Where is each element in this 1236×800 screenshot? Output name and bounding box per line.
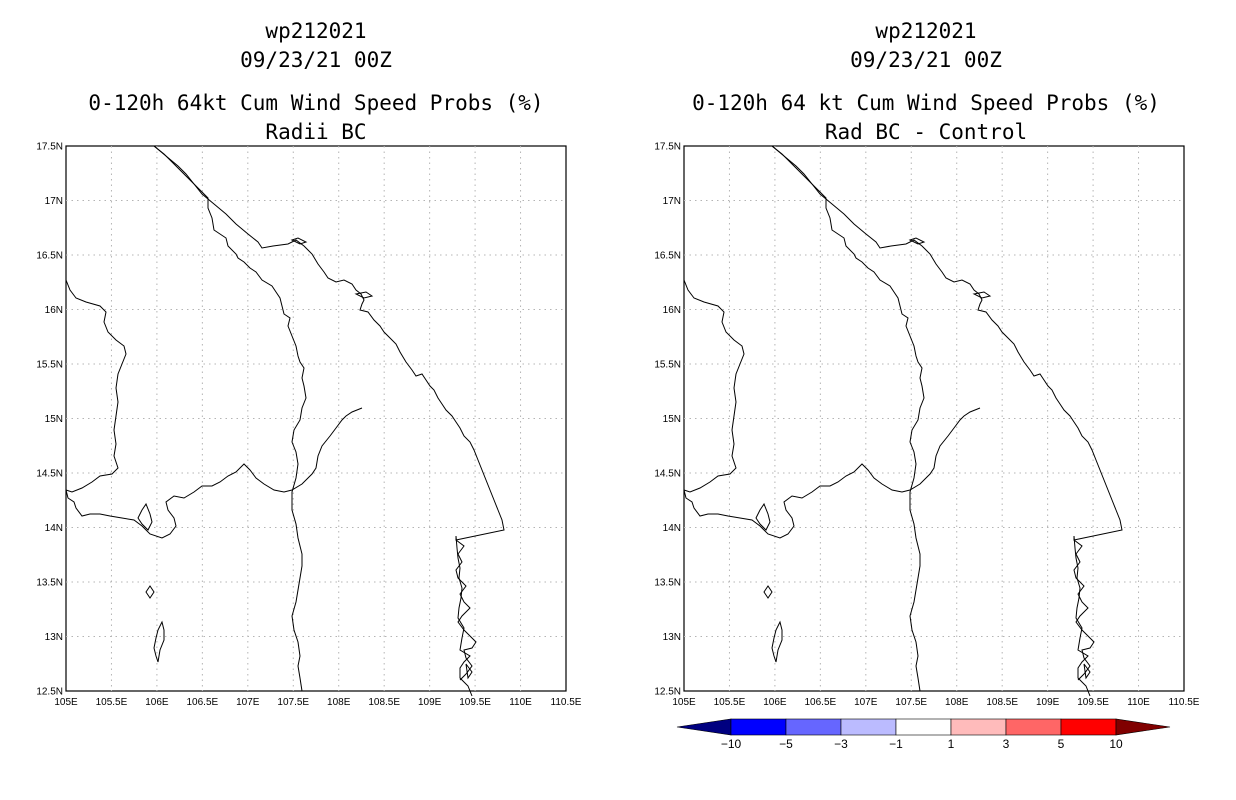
lon-tick-label: 106.5E xyxy=(187,697,219,708)
right-title-storm-id: wp212021 xyxy=(875,19,977,43)
colorbar: −10 −5 −3 −1 1 3 5 10 xyxy=(676,718,1171,751)
lat-tick-label: 13.5N xyxy=(654,578,681,589)
lon-tick-label: 108E xyxy=(327,697,351,708)
lon-tick-label: 105.5E xyxy=(96,697,128,708)
lon-tick-label: 108.5E xyxy=(986,697,1018,708)
colorbar-label: 5 xyxy=(1058,737,1065,751)
lon-tick-label: 109E xyxy=(1036,697,1060,708)
lat-tick-label: 15N xyxy=(45,414,63,425)
lon-tick-label: 110.5E xyxy=(1169,697,1200,708)
colorbar-segment xyxy=(1005,718,1062,736)
lon-tick-label: 107E xyxy=(854,697,878,708)
colorbar-label: −5 xyxy=(779,737,793,751)
colorbar-segment xyxy=(950,718,1007,736)
lon-tick-label: 109E xyxy=(418,697,442,708)
lon-tick-label: 109.5E xyxy=(459,697,491,708)
lon-tick-label: 110E xyxy=(1127,697,1150,708)
colorbar-label: −10 xyxy=(721,737,742,751)
lon-tick-label: 105E xyxy=(672,697,696,708)
colorbar-label: −1 xyxy=(889,737,903,751)
colorbar-segment xyxy=(895,718,952,736)
lon-tick-label: 107.5E xyxy=(895,697,927,708)
right-title-product: 0-120h 64 kt Cum Wind Speed Probs (%) xyxy=(692,91,1160,115)
lon-tick-label: 106E xyxy=(763,697,787,708)
lat-tick-label: 17N xyxy=(663,196,681,207)
lat-tick-label: 17N xyxy=(45,196,63,207)
lat-tick-label: 16.5N xyxy=(654,251,681,262)
lat-tick-label: 13N xyxy=(663,632,681,643)
lon-tick-label: 109.5E xyxy=(1077,697,1109,708)
lon-tick-label: 106E xyxy=(145,697,169,708)
tick-labels-right: 105E 105.5E 106E 106.5E 107E 107.5E 108E 108.5E… xyxy=(654,142,1199,709)
lon-tick-label: 105E xyxy=(54,697,78,708)
lat-tick-label: 13N xyxy=(45,632,63,643)
colorbar-label: 1 xyxy=(948,737,955,751)
lat-tick-label: 14N xyxy=(663,523,681,534)
lat-tick-label: 14.5N xyxy=(654,469,681,480)
lon-tick-label: 105.5E xyxy=(714,697,746,708)
lon-tick-label: 108.5E xyxy=(368,697,400,708)
lat-tick-label: 13.5N xyxy=(36,578,63,589)
left-title-product: 0-120h 64kt Cum Wind Speed Probs (%) xyxy=(88,91,544,115)
right-title-datetime: 09/23/21 00Z xyxy=(850,48,1002,72)
left-title-storm-id: wp212021 xyxy=(265,19,367,43)
lat-tick-label: 16.5N xyxy=(36,251,63,262)
lat-tick-label: 14N xyxy=(45,523,63,534)
lat-tick-label: 15.5N xyxy=(654,360,681,371)
lon-tick-label: 107E xyxy=(236,697,260,708)
lat-tick-label: 17.5N xyxy=(36,142,63,153)
lat-tick-label: 16N xyxy=(663,305,681,316)
lat-tick-label: 15N xyxy=(663,414,681,425)
left-title-datetime: 09/23/21 00Z xyxy=(240,48,392,72)
right-title-subtitle: Rad BC - Control xyxy=(824,120,1028,144)
colorbar-segment xyxy=(730,718,787,736)
lat-tick-label: 15.5N xyxy=(36,360,63,371)
lat-tick-label: 16N xyxy=(45,305,63,316)
lon-tick-label: 110.5E xyxy=(551,697,582,708)
colorbar-segment xyxy=(840,718,897,736)
colorbar-segment xyxy=(785,718,842,736)
colorbar-lower-extend xyxy=(676,718,732,736)
left-title-subtitle: Radii BC xyxy=(265,120,367,144)
lon-tick-label: 110E xyxy=(509,697,532,708)
lat-tick-label: 12.5N xyxy=(654,687,681,698)
colorbar-upper-extend xyxy=(1115,718,1171,736)
lon-tick-label: 108E xyxy=(945,697,969,708)
colorbar-label: 10 xyxy=(1109,737,1123,751)
lat-tick-label: 14.5N xyxy=(36,469,63,480)
lon-tick-label: 107.5E xyxy=(277,697,309,708)
lon-tick-label: 106.5E xyxy=(805,697,837,708)
colorbar-label: −3 xyxy=(834,737,848,751)
map-panel-left: 105E 105.5E 106E 106.5E 107E 107.5E 108E 108.5E… xyxy=(36,142,581,709)
colorbar-segment xyxy=(1060,718,1117,736)
colorbar-label: 3 xyxy=(1003,737,1010,751)
tick-labels-left: 105E 105.5E 106E 106.5E 107E 107.5E 108E 108.5E… xyxy=(36,142,581,709)
map-panel-right: 105E 105.5E 106E 106.5E 107E 107.5E 108E 108.5E… xyxy=(654,142,1199,709)
lat-tick-label: 12.5N xyxy=(36,687,63,698)
lat-tick-label: 17.5N xyxy=(654,142,681,153)
